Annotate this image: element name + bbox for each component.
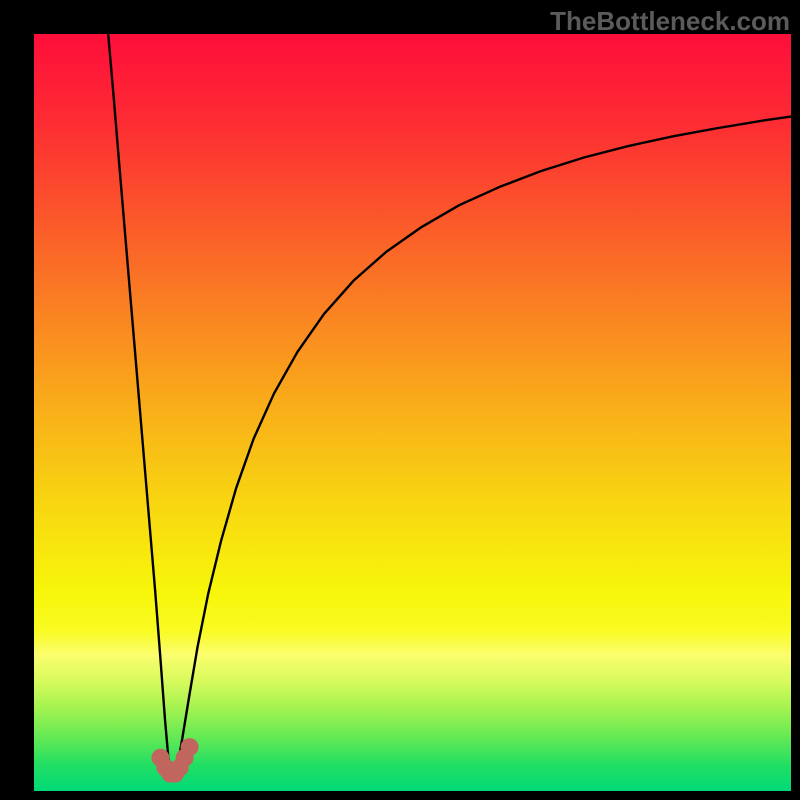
plot-svg (34, 34, 791, 791)
gradient-background (34, 34, 791, 791)
plot-area (34, 34, 791, 791)
watermark-text: TheBottleneck.com (550, 6, 790, 37)
danger-marker (181, 738, 199, 756)
chart-canvas: TheBottleneck.com (0, 0, 800, 800)
